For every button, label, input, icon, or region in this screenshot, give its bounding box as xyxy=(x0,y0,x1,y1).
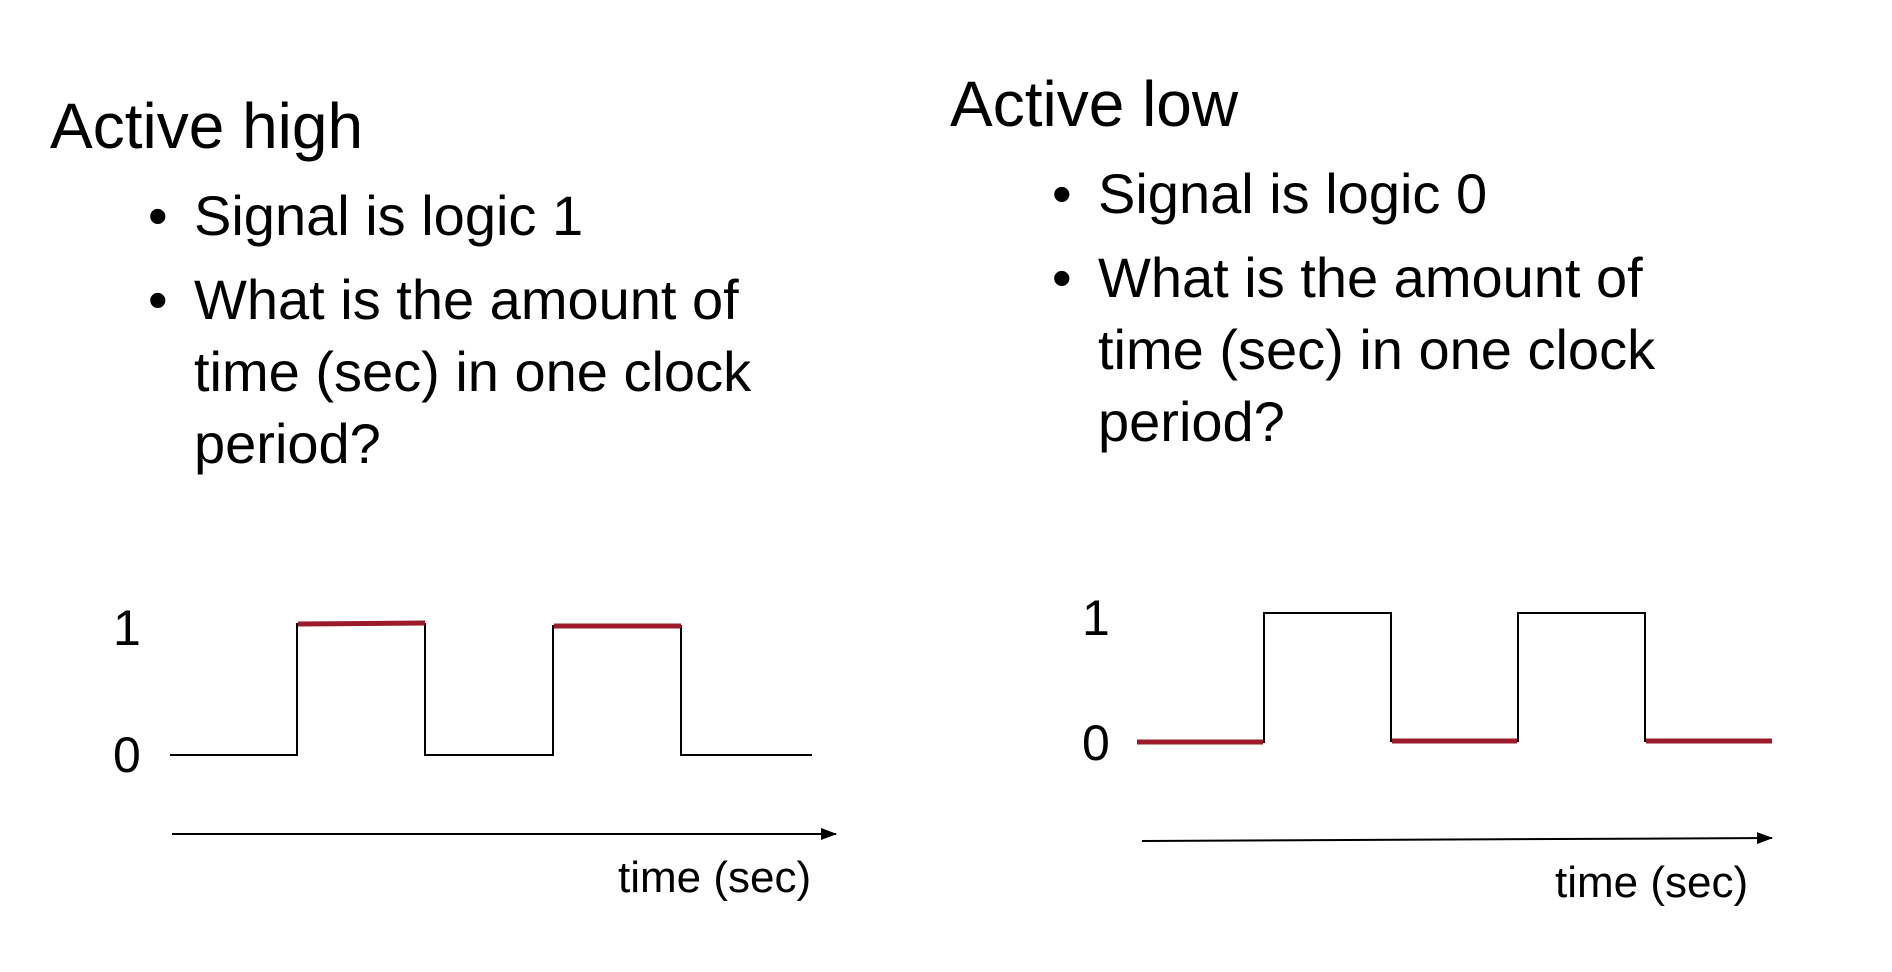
active-low-y-label-0: 0 xyxy=(1082,715,1110,771)
active-low-diagram: 1 0 time (sec) xyxy=(1082,590,1773,907)
active-high-time-label: time (sec) xyxy=(618,853,811,902)
active-low-time-axis xyxy=(1141,832,1773,845)
active-high-title: Active high xyxy=(50,90,364,162)
active-high-bullet-2: What is the amount of time (sec) in one … xyxy=(148,264,828,480)
active-low-bullets: Signal is logic 0 What is the amount of … xyxy=(1052,158,1732,470)
active-high-y-label-1: 1 xyxy=(113,600,141,656)
active-low-bullet-1: Signal is logic 0 xyxy=(1052,158,1732,230)
active-low-bullet-2: What is the amount of time (sec) in one … xyxy=(1052,242,1732,458)
active-high-y-label-0: 0 xyxy=(113,727,141,783)
active-high-clock-waveform xyxy=(170,623,812,756)
active-high-bullet-1: Signal is logic 1 xyxy=(148,180,828,252)
active-low-clock-waveform xyxy=(1137,612,1772,743)
active-low-y-label-1: 1 xyxy=(1082,590,1110,646)
active-low-time-label: time (sec) xyxy=(1555,858,1748,907)
active-high-highlight-segment-1 xyxy=(297,620,426,627)
active-low-title: Active low xyxy=(950,68,1239,140)
active-high-diagram: 1 0 time (sec) xyxy=(113,600,837,902)
active-high-bullets: Signal is logic 1 What is the amount of … xyxy=(148,180,828,492)
